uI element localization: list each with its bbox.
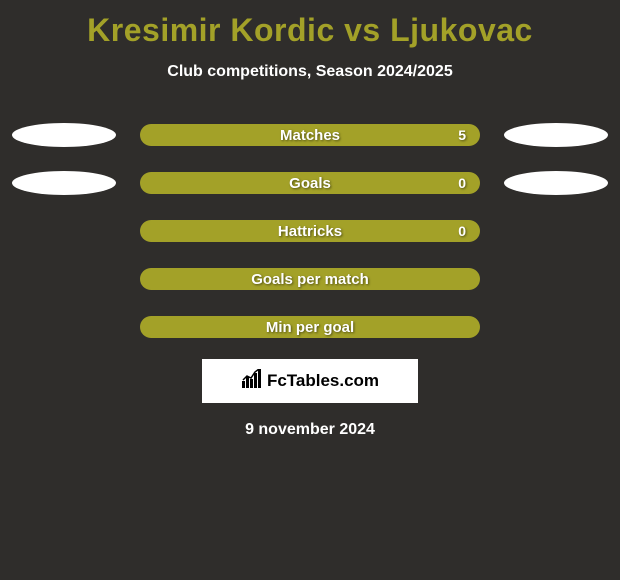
stat-label: Goals per match: [251, 271, 369, 288]
brand-label: FcTables.com: [267, 371, 379, 391]
stat-right-value: 0: [458, 175, 466, 191]
stat-row-goals: Goals 0: [0, 171, 620, 195]
comparison-card: Kresimir Kordic vs Ljukovac Club competi…: [0, 0, 620, 580]
brand-attribution: FcTables.com: [202, 359, 418, 403]
stat-row-goals-per-match: Goals per match: [0, 267, 620, 291]
right-ellipse-spacer: [504, 267, 608, 291]
left-ellipse: [12, 123, 116, 147]
left-ellipse-spacer: [12, 267, 116, 291]
date-label: 9 november 2024: [0, 421, 620, 439]
stat-pill-matches: Matches 5: [140, 124, 480, 146]
subtitle: Club competitions, Season 2024/2025: [0, 63, 620, 81]
right-ellipse: [504, 123, 608, 147]
chart-icon: [241, 369, 263, 394]
stat-label: Goals: [289, 175, 331, 192]
right-ellipse: [504, 171, 608, 195]
left-ellipse: [12, 171, 116, 195]
left-ellipse-spacer: [12, 219, 116, 243]
stats-list: Matches 5 Goals 0 Hattricks 0 Goals per match M…: [0, 123, 620, 339]
stat-pill-goals: Goals 0: [140, 172, 480, 194]
right-ellipse-spacer: [504, 219, 608, 243]
stat-row-min-per-goal: Min per goal: [0, 315, 620, 339]
stat-row-hattricks: Hattricks 0: [0, 219, 620, 243]
stat-row-matches: Matches 5: [0, 123, 620, 147]
stat-pill-min-per-goal: Min per goal: [140, 316, 480, 338]
stat-right-value: 5: [458, 127, 466, 143]
right-ellipse-spacer: [504, 315, 608, 339]
stat-right-value: 0: [458, 223, 466, 239]
left-ellipse-spacer: [12, 315, 116, 339]
stat-label: Min per goal: [266, 319, 354, 336]
stat-label: Matches: [280, 127, 340, 144]
page-title: Kresimir Kordic vs Ljukovac: [0, 0, 620, 49]
stat-label: Hattricks: [278, 223, 342, 240]
stat-pill-hattricks: Hattricks 0: [140, 220, 480, 242]
stat-pill-goals-per-match: Goals per match: [140, 268, 480, 290]
